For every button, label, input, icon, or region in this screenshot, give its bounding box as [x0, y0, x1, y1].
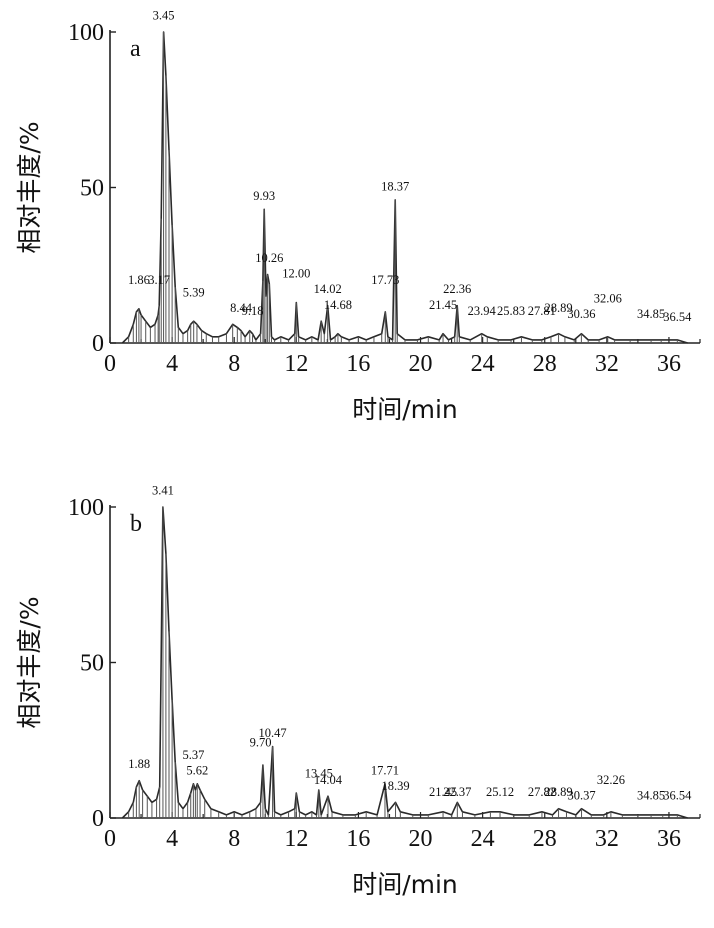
chart-a-x-tick-label: 16: [346, 351, 370, 377]
chart-b-x-tick-label: 32: [595, 826, 619, 852]
chart-b-peak-label: 25.12: [486, 785, 514, 799]
chart-a-peak-label: 32.06: [594, 292, 622, 306]
chromatogram-panel-a: 0 50 100 0 4 8 12 16 20 24 28 32 36 时间/min 相对丰度/% a 1.86…: [0, 0, 714, 440]
chart-a-peak-label: 9.93: [253, 189, 275, 203]
chart-a-x-axis-title: 时间/min: [352, 395, 458, 424]
chart-a-peak-label: 25.83: [497, 304, 525, 318]
chart-a-peak-label: 8.44: [230, 301, 253, 315]
chart-a-peak-label: 23.94: [468, 304, 497, 318]
chart-a-peak-label: 34.85: [637, 307, 665, 321]
chart-b-peak-label: 10.47: [258, 726, 286, 740]
chart-b-peak-label: 5.37: [182, 748, 204, 762]
chart-a-x-tick-label: 28: [533, 351, 557, 377]
chart-b-x-tick-label: 12: [284, 826, 308, 852]
chart-b-x-tick-label: 8: [228, 826, 240, 852]
chart-b-x-tick-label: 4: [166, 826, 178, 852]
chart-a-y-tick-label: 50: [80, 176, 104, 202]
chromatogram-panel-b: 0 50 100 0 4 8 12 16 20 24 28 32 36 时间/min 相对丰度/% b 1.88…: [0, 475, 714, 915]
chart-b-peak-label: 30.37: [567, 788, 595, 802]
chart-b-x-axis-title: 时间/min: [352, 870, 458, 899]
chart-b-x-tick-label: 28: [533, 826, 557, 852]
chart-b-peak-label: 3.41: [152, 484, 174, 498]
chart-a-y-tick-label: 100: [68, 20, 104, 46]
chart-a-peak-label: 5.39: [183, 285, 205, 299]
chart-a-panel-label: a: [130, 36, 141, 62]
chart-a-svg: 0 50 100 0 4 8 12 16 20 24 28 32 36 时间/min 相对丰度/% a 1.86…: [15, 9, 701, 424]
chart-b-peak-label: 13.45: [305, 767, 333, 781]
chart-b-y-tick-label: 50: [80, 651, 104, 677]
chart-a-peak-label: 30.36: [567, 307, 595, 321]
chart-b-peak-label: 32.26: [597, 773, 625, 787]
chart-a-y-tick-label: 0: [92, 331, 104, 357]
chart-b-peak-label: 9.70: [250, 735, 272, 749]
chart-a-x-tick-label: 32: [595, 351, 619, 377]
chart-b-panel-label: b: [130, 511, 142, 537]
chart-a-peak-label: 14.02: [314, 282, 342, 296]
chart-b-y-tick-label: 0: [92, 806, 104, 832]
chart-a-x-tick-label: 36: [657, 351, 681, 377]
chart-b-x-tick-label: 0: [104, 826, 116, 852]
chart-b-peak-label: 5.62: [186, 763, 208, 777]
chart-a-x-tick-label: 0: [104, 351, 116, 377]
chart-b-svg: 0 50 100 0 4 8 12 16 20 24 28 32 36 时间/min 相对丰度/% b 1.88…: [15, 484, 701, 899]
chart-a-peak-label: 10.26: [255, 251, 283, 265]
chart-b-peak-label: 28.89: [544, 785, 572, 799]
chart-a-x-tick-label: 20: [409, 351, 433, 377]
chart-b-y-axis-title: 相对丰度/%: [15, 596, 44, 728]
chart-b-y-tick-label: 100: [68, 495, 104, 521]
chart-a-x-tick-label: 4: [166, 351, 178, 377]
chart-b-peak-label: 34.85: [637, 788, 665, 802]
chart-b-peak-label: 22.37: [443, 785, 471, 799]
chart-b-x-tick-label: 24: [471, 826, 495, 852]
chart-a-x-tick-label: 12: [284, 351, 308, 377]
chart-b-peak-label: 1.88: [128, 757, 150, 771]
chart-a-y-axis-title: 相对丰度/%: [15, 121, 44, 253]
chart-a-peak-label: 1.86: [128, 273, 150, 287]
chart-a-peak-label: 14.68: [324, 298, 352, 312]
chart-b-peak-label: 18.39: [381, 779, 409, 793]
chart-b-x-tick-label: 20: [409, 826, 433, 852]
chart-b-x-tick-label: 16: [346, 826, 370, 852]
chart-a-peak-label: 18.37: [381, 180, 409, 194]
chart-a-peak-label: 21.45: [429, 298, 457, 312]
chart-b-peak-label: 14.04: [314, 773, 343, 787]
chart-a-peak-label: 22.36: [443, 282, 471, 296]
chart-a-peak-label: 27.81: [528, 304, 556, 318]
chart-a-peak-label: 36.54: [663, 310, 692, 324]
chart-a-peak-label: 3.45: [153, 9, 175, 23]
chart-b-peak-label: 27.82: [528, 785, 556, 799]
chart-b-peak-label: 36.54: [663, 788, 692, 802]
chart-a-peak-label: 17.73: [371, 273, 399, 287]
chart-a-peak-label: 12.00: [282, 267, 310, 281]
chart-b-peak-label: 21.45: [429, 785, 457, 799]
chart-a-peak-label: 28.89: [544, 301, 572, 315]
chart-a-peak-label: 3.17: [148, 273, 170, 287]
chart-b-x-tick-label: 36: [657, 826, 681, 852]
chart-a-x-tick-label: 8: [228, 351, 240, 377]
chart-a-peak-label: 9.18: [242, 304, 264, 318]
chart-b-peak-label: 17.71: [371, 763, 399, 777]
chart-a-x-tick-label: 24: [471, 351, 495, 377]
